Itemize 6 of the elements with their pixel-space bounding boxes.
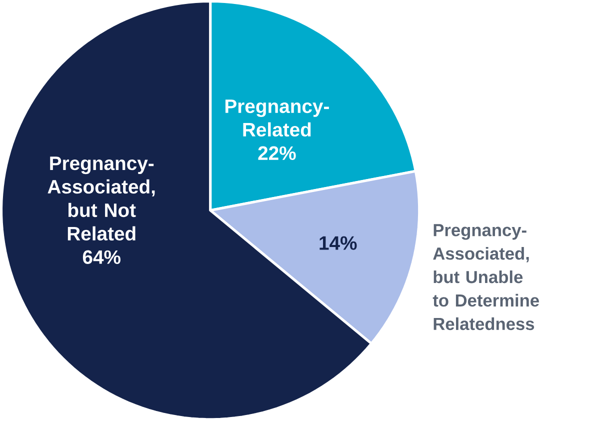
slice-label: Pregnancy-Related xyxy=(225,100,329,137)
data-label: 14% xyxy=(320,236,357,250)
slice-label: Pregnancy-Associated, but Unable to Determine Relatedness xyxy=(432,224,539,330)
data-label: 64% xyxy=(82,250,120,264)
slice-label: Pregnancy-Associated, but Not Related xyxy=(48,156,155,241)
data-label: 22% xyxy=(258,146,296,160)
